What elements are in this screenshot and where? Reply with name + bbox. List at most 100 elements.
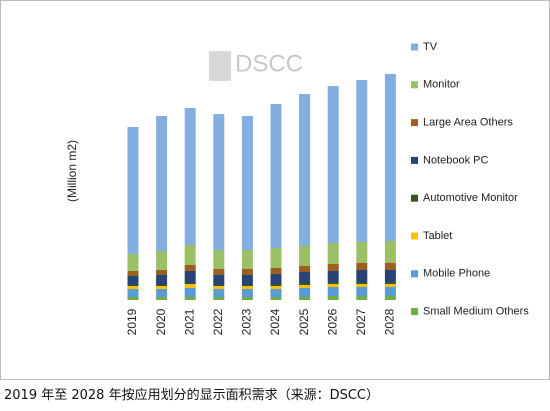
bar-segment <box>384 284 396 287</box>
bar-segment <box>127 127 139 254</box>
bar-segment <box>156 285 168 286</box>
bar-segment <box>299 288 311 297</box>
legend-swatch <box>411 194 418 202</box>
legend-label: Large Area Others <box>423 117 513 129</box>
legend-label: TV <box>423 41 438 53</box>
chart-frame: DSCC (Million m2) 2019 2020 2021 2022 2023 20… <box>0 0 550 380</box>
bar-segment <box>241 250 253 269</box>
bar-segment <box>270 268 282 274</box>
bar-segment <box>327 287 339 296</box>
bar-segment <box>156 251 168 270</box>
x-tick-label: 2026 <box>325 308 339 335</box>
bar-segment <box>356 296 368 300</box>
bar-segment <box>299 266 311 272</box>
bar-segment <box>270 274 282 284</box>
bar-segment <box>356 80 368 242</box>
legend-label: Mobile Phone <box>423 268 490 280</box>
bar-segment <box>270 248 282 268</box>
bar-segment <box>241 285 253 286</box>
bar-segment <box>356 287 368 296</box>
bar-segment <box>127 289 139 297</box>
bar-segment <box>270 286 282 289</box>
bar-segment <box>184 283 196 284</box>
legend-label: Notebook PC <box>423 154 488 166</box>
bar-segment <box>356 282 368 284</box>
bar-segment <box>241 275 253 285</box>
bar-segment <box>356 263 368 270</box>
caption: 2019 年至 2028 年按应用划分的显示面积需求（来源：DSCC） <box>4 388 379 403</box>
bar-segment <box>384 282 396 284</box>
bar-segment <box>213 250 225 269</box>
bar-segment <box>327 271 339 282</box>
legend-label: Small Medium Others <box>423 306 529 318</box>
bar-segment <box>270 289 282 297</box>
bar-segment <box>327 243 339 264</box>
bar-segment <box>270 104 282 248</box>
bar-segment <box>327 284 339 287</box>
bar-segment <box>184 288 196 297</box>
x-tick-label: 2024 <box>268 308 282 335</box>
bar-segment <box>356 270 368 282</box>
legend-swatch <box>411 270 418 278</box>
bar-segment <box>213 275 225 285</box>
bar-segment <box>299 246 311 266</box>
bar-segment <box>156 297 168 300</box>
bar-segment <box>127 276 139 285</box>
bar-segment <box>384 74 396 241</box>
bar-segment <box>184 245 196 265</box>
legend-swatch <box>411 308 418 316</box>
x-tick-label: 2027 <box>354 308 368 335</box>
x-tick-label: 2025 <box>297 308 311 335</box>
bar-segment <box>384 263 396 270</box>
legend-label: Monitor <box>423 79 460 91</box>
bar-segment <box>127 285 139 286</box>
bar-segment <box>299 94 311 246</box>
x-tick-label: 2023 <box>240 308 254 335</box>
bar-segment <box>184 265 196 271</box>
legend-swatch <box>411 81 418 89</box>
bar-segment <box>127 286 139 289</box>
watermark: DSCC <box>235 50 303 77</box>
bar-segment <box>156 275 168 285</box>
bar-segment <box>384 270 396 282</box>
bar-segment <box>213 269 225 275</box>
x-tick-label: 2022 <box>211 308 225 335</box>
bar-segment <box>327 282 339 284</box>
bar-segment <box>327 296 339 300</box>
bar-segment <box>327 264 339 271</box>
bar-segment <box>184 108 196 245</box>
bar-segment <box>270 297 282 300</box>
x-tick-label: 2021 <box>182 308 196 335</box>
bar-segment <box>384 287 396 296</box>
x-tick-label: 2019 <box>125 308 139 335</box>
bar-segment <box>299 283 311 285</box>
bar-segment <box>384 296 396 300</box>
bar-segment <box>213 286 225 289</box>
bar-segment <box>327 86 339 243</box>
bar-segment <box>156 116 168 251</box>
bar-segment <box>299 285 311 288</box>
bar-segment <box>241 269 253 275</box>
bar-segment <box>241 286 253 289</box>
bar-segment <box>213 297 225 300</box>
bar-segment <box>184 297 196 300</box>
bar-segment <box>241 297 253 300</box>
bar-segment <box>184 284 196 288</box>
x-tick-label: 2020 <box>154 308 168 335</box>
x-tick-label: 2028 <box>383 308 397 335</box>
watermark-logo <box>209 51 231 81</box>
bar-segment <box>127 271 139 276</box>
y-axis-label: (Million m2) <box>65 140 79 202</box>
bar-segment <box>127 297 139 300</box>
bar-segment <box>156 289 168 297</box>
bar-segment <box>213 114 225 250</box>
legend-label: Automotive Monitor <box>423 192 518 204</box>
legend-label: Tablet <box>423 230 452 242</box>
bar-segment <box>299 272 311 283</box>
bar-segment <box>356 242 368 263</box>
legend-swatch <box>411 156 418 164</box>
bar-segment <box>241 289 253 297</box>
bar-segment <box>241 116 253 250</box>
bar-segment <box>213 289 225 297</box>
